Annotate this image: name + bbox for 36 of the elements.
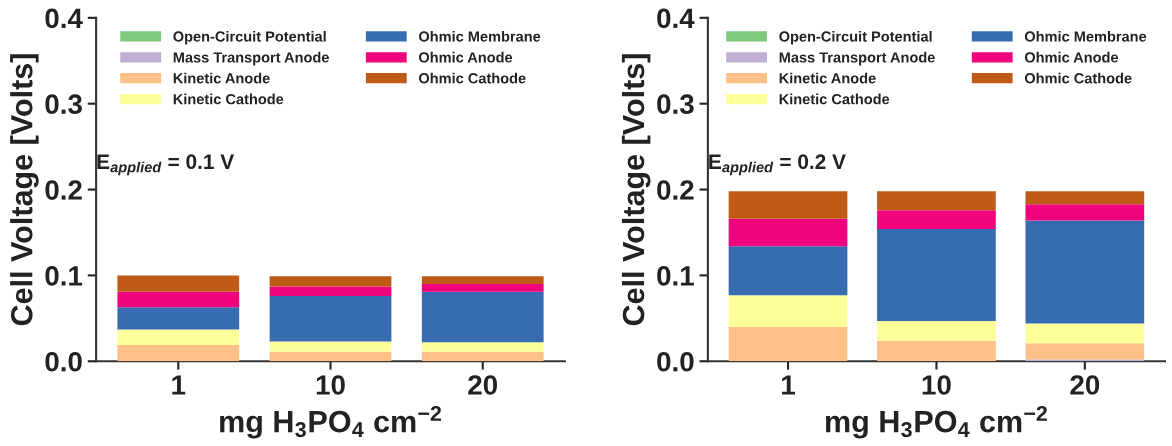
x-axis-title: mg H$_{3}$PO$_{4}$ cm$^{−2}$ (220, 405, 442, 439)
y-axis-title: Cell Voltage [Volts] (621, 54, 651, 326)
annotation: E$_{applied}$ = 0.1 V (97, 154, 235, 176)
legend-label: Ohmic Cathode (1024, 72, 1132, 84)
y-tick-label: 0.2 (657, 180, 694, 200)
y-tick-label: 0.4 (657, 8, 695, 29)
legend-label: Mass Transport Anode (779, 51, 935, 66)
x-tick-label: 1 (172, 375, 186, 395)
y-tick-label: 0.2 (45, 180, 82, 200)
y-tick-label: 0.4 (45, 8, 83, 29)
annotation: E$_{applied}$ = 0.2 V (709, 154, 846, 176)
x-tick-label: 10 (922, 375, 951, 395)
y-tick-label: 0.1 (657, 266, 694, 286)
legend-label: Ohmic Anode (1024, 51, 1119, 63)
x-tick-label: 20 (468, 375, 498, 395)
y-tick-label: 0.0 (657, 351, 694, 372)
y-tick-label: 0.0 (45, 351, 82, 372)
y-tick-label: 0.3 (657, 94, 694, 115)
x-tick-label: 1 (782, 375, 795, 395)
legend-label: Kinetic Cathode (173, 93, 284, 105)
legend-label: Kinetic Anode (779, 72, 876, 84)
y-axis-title: Cell Voltage [Volts] (10, 54, 39, 326)
legend-label: Kinetic Cathode (779, 93, 890, 105)
y-tick-label: 0.3 (45, 94, 82, 115)
legend-label: Kinetic Anode (173, 72, 270, 84)
x-tick-label: 20 (1070, 375, 1100, 395)
y-tick-label: 0.1 (45, 266, 83, 286)
x-tick-label: 10 (316, 375, 345, 395)
x-axis-title: mg H$_{3}$PO$_{4}$ cm$^{−2}$ (826, 405, 1047, 439)
legend-label: Ohmic Membrane (1024, 30, 1147, 42)
legend-label: Ohmic Anode (418, 51, 513, 63)
legend-label: Ohmic Membrane (418, 30, 541, 42)
legend-label: Open-Circuit Potential (173, 30, 326, 45)
legend-label: Ohmic Cathode (418, 72, 526, 84)
legend-label: Open-Circuit Potential (779, 30, 932, 45)
legend-label: Mass Transport Anode (173, 51, 329, 66)
